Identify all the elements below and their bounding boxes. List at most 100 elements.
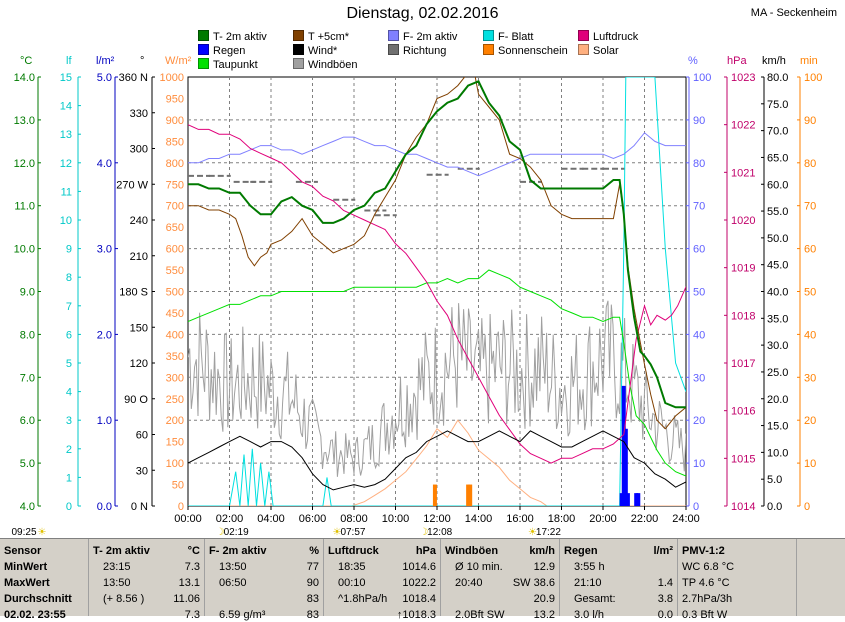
legend-label: Taupunkt bbox=[213, 59, 258, 71]
series-line-f-m-aktiv bbox=[188, 132, 686, 177]
min-tick-label: 20 bbox=[804, 415, 816, 427]
legend-swatch bbox=[578, 30, 589, 41]
legend-swatch bbox=[293, 58, 304, 69]
temp-unit: °C bbox=[20, 55, 32, 67]
solar-tick-label: 950 bbox=[166, 93, 184, 105]
min-tick-label: 40 bbox=[804, 329, 816, 341]
press-unit: hPa bbox=[727, 55, 747, 67]
legend-swatch bbox=[293, 44, 304, 55]
solar-tick-label: 900 bbox=[166, 115, 184, 127]
dir-unit: ° bbox=[140, 55, 144, 67]
press-tick-label: 1023 bbox=[731, 72, 755, 84]
lf-tick-label: 12 bbox=[60, 158, 72, 170]
min-tick-label: 80 bbox=[804, 158, 816, 170]
legend-swatch bbox=[198, 58, 209, 69]
lf-tick-label: 13 bbox=[60, 129, 72, 141]
wind-tick-label: 40.0 bbox=[767, 287, 788, 299]
hum-header: F- 2m aktiv bbox=[209, 545, 267, 557]
solar-tick-label: 350 bbox=[166, 351, 184, 363]
lf-tick-label: 9 bbox=[66, 244, 72, 256]
dir-tick-label: 360 N bbox=[119, 72, 148, 84]
solar-tick-label: 100 bbox=[166, 458, 184, 470]
legend-label: Windböen bbox=[308, 59, 358, 71]
hum-tick-label: 10 bbox=[693, 458, 705, 470]
sun-moon-icon: ☀ bbox=[332, 527, 341, 538]
wind-tick-label: 60.0 bbox=[767, 179, 788, 191]
lf-tick-label: 7 bbox=[66, 301, 72, 313]
wind-tick-label: 50.0 bbox=[767, 233, 788, 245]
hum-tick-label: 90 bbox=[693, 115, 705, 127]
wind-tick-label: 5.0 bbox=[767, 474, 782, 486]
legend-swatch bbox=[388, 44, 399, 55]
bar-regen bbox=[621, 385, 626, 506]
lf-tick-label: 5 bbox=[66, 358, 72, 370]
rain-value: 0.0 bbox=[657, 609, 673, 621]
sun-moon-icon: ☽ bbox=[419, 527, 428, 538]
row-label-current: 02.02. 23:55 bbox=[4, 609, 66, 621]
temp-value: 7.3 bbox=[184, 561, 200, 573]
bar-sonnenschein bbox=[466, 484, 471, 506]
sun-moon-icon: ☽ bbox=[216, 527, 225, 538]
min-tick-label: 0 bbox=[804, 501, 810, 513]
temp-tick-label: 9.0 bbox=[20, 287, 35, 299]
hum-time: 06:50 bbox=[219, 577, 247, 589]
press-header: Luftdruck bbox=[328, 545, 379, 557]
series-line-taupunkt bbox=[188, 269, 686, 477]
hum-value: 90 bbox=[306, 577, 319, 589]
pmv-header: PMV-1:2 bbox=[682, 545, 725, 557]
bar-regen bbox=[634, 493, 639, 506]
min-unit: min bbox=[800, 55, 818, 67]
table-col-gusts: Windböen km/h Ø 10 min. 12.9 20:40 SW 38.6 20.… bbox=[441, 539, 560, 621]
legend-swatch bbox=[578, 44, 589, 55]
solar-tick-label: 700 bbox=[166, 201, 184, 213]
x-tick-label: 24:00 bbox=[672, 513, 700, 525]
x-tick-label: 02:00 bbox=[216, 513, 244, 525]
dir-tick-label: 270 W bbox=[116, 179, 148, 191]
bar-regen bbox=[636, 493, 641, 506]
legend-swatch bbox=[388, 30, 399, 41]
hum-tick-label: 0 bbox=[693, 501, 699, 513]
hum-tick-label: 80 bbox=[693, 158, 705, 170]
wind-tick-label: 0.0 bbox=[767, 501, 782, 513]
wind-tick-label: 15.0 bbox=[767, 421, 788, 433]
gust-time: Ø 10 min. bbox=[455, 561, 503, 573]
temp-time: (+ 8.56 ) bbox=[103, 593, 145, 605]
wind-tick-label: 20.0 bbox=[767, 394, 788, 406]
lf-tick-label: 1 bbox=[66, 472, 72, 484]
legend-item: Taupunkt bbox=[198, 58, 258, 71]
dir-tick-label: 30 bbox=[136, 465, 148, 477]
press-tick-label: 1020 bbox=[731, 215, 755, 227]
x-tick-label: 20:00 bbox=[589, 513, 617, 525]
row-label-min: MinWert bbox=[4, 561, 48, 573]
legend-swatch bbox=[483, 30, 494, 41]
x-tick-label: 12:00 bbox=[423, 513, 451, 525]
lf-tick-label: 14 bbox=[60, 101, 72, 113]
solar-tick-label: 200 bbox=[166, 415, 184, 427]
hum-value: 77 bbox=[306, 561, 319, 573]
solar-tick-label: 0 bbox=[178, 501, 184, 513]
wind-tick-label: 70.0 bbox=[767, 126, 788, 138]
dir-tick-label: 210 bbox=[130, 251, 148, 263]
legend-label: Solar bbox=[593, 45, 619, 57]
x-tick-label: 08:00 bbox=[340, 513, 368, 525]
hum-unit: % bbox=[309, 545, 319, 557]
row-label-avg: Durchschnitt bbox=[4, 593, 72, 605]
dir-tick-label: 150 bbox=[130, 322, 148, 334]
press-tick-label: 1015 bbox=[731, 453, 755, 465]
wind-tick-label: 10.0 bbox=[767, 447, 788, 459]
weather-chart: 14.013.012.011.010.09.08.07.06.05.04.0°C… bbox=[11, 55, 822, 538]
rain-tick-label: 0.0 bbox=[97, 501, 112, 513]
table-col-rain: Regen l/m² 3:55 h 21:10 1.4 Gesamt: 3.8 3.0 l/h… bbox=[560, 539, 678, 621]
solar-tick-label: 850 bbox=[166, 136, 184, 148]
temp-tick-label: 11.0 bbox=[14, 201, 35, 213]
x-tick-label: 00:00 bbox=[174, 513, 202, 525]
x-tick-label: 16:00 bbox=[506, 513, 534, 525]
sun-moon-icon: ☀ bbox=[38, 527, 47, 538]
gust-value: 20.9 bbox=[533, 593, 555, 605]
press-tick-label: 1021 bbox=[731, 167, 755, 179]
min-tick-label: 10 bbox=[804, 458, 816, 470]
table-col-pressure: Luftdruck hPa 18:35 1014.6 00:10 1022.2 ^1.8hP… bbox=[324, 539, 441, 621]
press-time: 00:10 bbox=[338, 577, 366, 589]
wind-tick-label: 75.0 bbox=[767, 99, 788, 111]
gust-time: 20:40 bbox=[455, 577, 483, 589]
